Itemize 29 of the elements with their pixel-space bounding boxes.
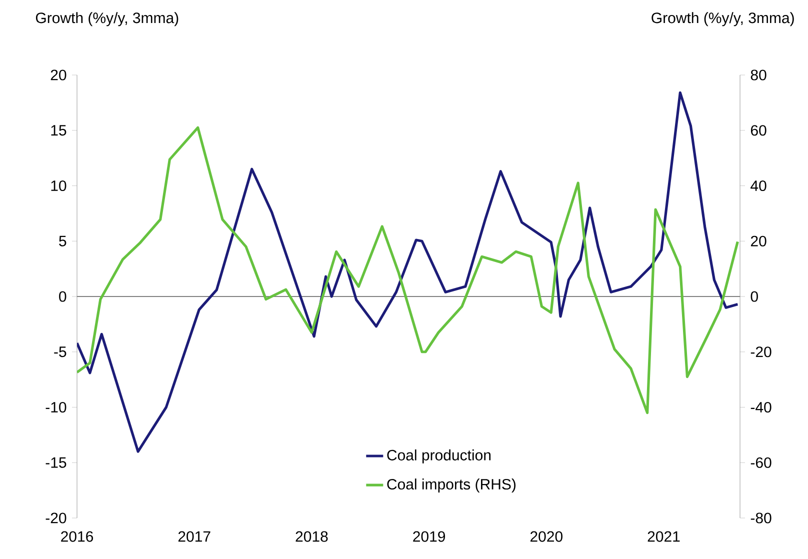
- y2-tick-label: 80: [750, 70, 766, 80]
- y-axis-title: Growth (%y/y, 3mma): [36, 12, 178, 26]
- y-tick-label: 20: [50, 70, 66, 80]
- x-tick-label: 2021: [648, 531, 680, 542]
- y2-tick-label: 0: [750, 291, 758, 302]
- y-tick-label: 0: [59, 291, 66, 302]
- line-series: [77, 126, 739, 414]
- y-tick-label: -20: [46, 512, 66, 524]
- y2-tick-label: -40: [750, 402, 772, 413]
- y-tick-label: -5: [54, 346, 66, 358]
- x-tick-label: 2018: [296, 531, 328, 542]
- x-tick-label: 2017: [178, 531, 210, 542]
- legend-label: Coal production: [387, 449, 491, 464]
- x-tick-label: 2020: [530, 531, 562, 542]
- y2-tick-label: -80: [750, 512, 772, 524]
- y-tick-label: 5: [59, 236, 66, 246]
- y-tick-label: -15: [46, 457, 66, 468]
- x-tick-label: 2016: [61, 531, 94, 542]
- y2-tick-label: 60: [750, 125, 766, 136]
- x-tick-label: 2019: [413, 531, 446, 542]
- y2-tick-label: 40: [750, 180, 766, 192]
- y-tick-label: -10: [46, 402, 66, 413]
- y2-tick-label: -60: [750, 457, 772, 468]
- y-tick-label: 15: [51, 125, 66, 136]
- y-tick-label: 10: [51, 180, 66, 192]
- y2-axis-title: Growth (%y/y, 3mma): [652, 12, 794, 26]
- legend-label: Coal imports (RHS): [387, 478, 516, 493]
- y2-tick-label: 20: [750, 236, 766, 246]
- y2-tick-label: -20: [750, 346, 772, 358]
